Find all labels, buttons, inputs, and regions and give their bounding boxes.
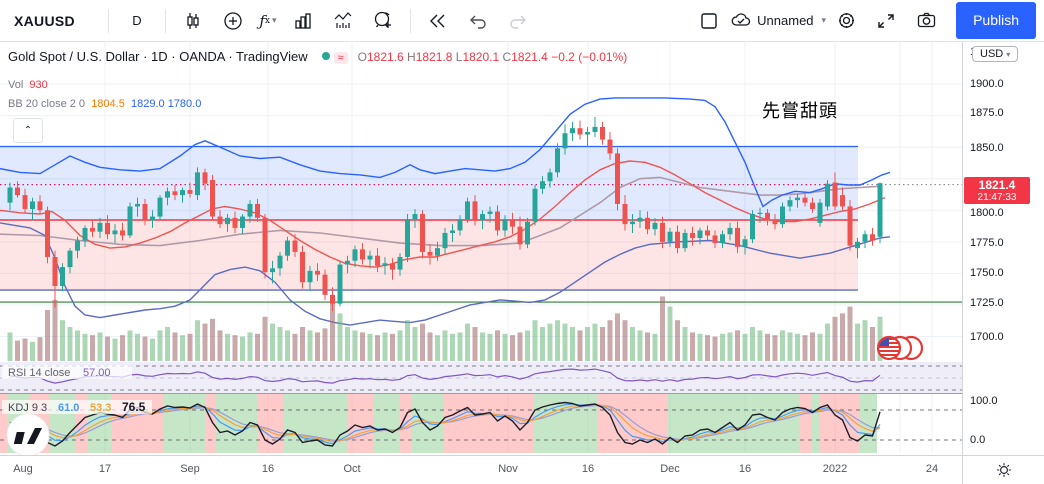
time-tick-label: 24 — [925, 463, 939, 475]
chart-title: Gold Spot / U.S. Dollar · 1D · OANDA · T… — [8, 49, 308, 64]
tradingview-logo-icon — [6, 413, 50, 455]
currency-selector[interactable]: USD ▾ — [972, 46, 1019, 62]
price-change: −0.2 (−0.01%) — [551, 50, 628, 64]
cloud-save-icon — [731, 12, 751, 26]
fullscreen-icon[interactable] — [871, 6, 901, 36]
last-price-badge: 1821.4 21:47:33 — [964, 177, 1030, 204]
approx-price-icon: ≈ — [333, 52, 348, 64]
time-tick-label: 16 — [738, 463, 752, 475]
time-tick-label: 2022 — [822, 463, 848, 475]
chevron-up-icon: ⌃ — [23, 125, 33, 136]
text-annotation[interactable]: 先嘗甜頭 — [762, 101, 838, 122]
save-layout-button[interactable]: Unnamed ▾ — [729, 6, 826, 36]
us-flag-event-icon[interactable] — [876, 335, 924, 361]
publish-button[interactable]: Publish — [956, 2, 1036, 39]
time-tick-label: Sep — [180, 463, 200, 475]
time-tick-label: Aug — [13, 463, 33, 475]
alert-icon[interactable] — [368, 6, 398, 36]
toolbar-divider — [107, 8, 109, 33]
symbol-button[interactable]: XAUUSD — [14, 12, 75, 29]
layout-select-icon[interactable] — [694, 6, 724, 36]
price-tick-label: 1750.0 — [970, 267, 1004, 279]
indicator-templates-icon[interactable] — [328, 6, 358, 36]
price-axis[interactable]: 1925.01900.01875.01850.01800.01775.01750… — [962, 40, 1044, 455]
price-tick-label: 1800.0 — [970, 207, 1004, 219]
toolbar-right-group: Unnamed ▾ Publish — [689, 2, 1044, 39]
time-axis[interactable]: Aug 17 Sep 16 Oct Nov 16 Dec 16 2022 24 — [0, 455, 1044, 484]
bb-legend[interactable]: BB 20 close 2 0 1804.5 1829.0 1780.0 — [8, 98, 202, 110]
price-tick-label: 0.0 — [970, 434, 986, 446]
chevron-down-icon: ▾ — [821, 15, 827, 25]
interval-button[interactable]: D — [132, 13, 142, 28]
svg-text:KDJ 9 3: KDJ 9 3 — [8, 402, 47, 414]
bar-replay-icon[interactable] — [423, 6, 453, 36]
time-tick-label: 17 — [98, 463, 112, 475]
svg-text:RSI 14 close: RSI 14 close — [8, 367, 70, 379]
time-tick-label: 16 — [261, 463, 275, 475]
volume-legend[interactable]: Vol 930 — [8, 79, 48, 91]
chart-legend[interactable]: Gold Spot / U.S. Dollar · 1D · OANDA · T… — [8, 49, 627, 64]
settings-gear-icon[interactable] — [831, 6, 861, 36]
fundamentals-icon[interactable] — [288, 6, 318, 36]
time-tick-label: Oct — [343, 463, 361, 475]
price-tick-label: 1725.0 — [970, 297, 1004, 309]
svg-text:53.3: 53.3 — [90, 402, 111, 414]
chevron-down-icon: ▾ — [1006, 49, 1011, 59]
main-chart[interactable]: RSI 14 close 57.00 KDJ 9 3 61.0 53.3 76.5 — [0, 40, 962, 455]
price-tick-label: 1900.0 — [970, 78, 1004, 90]
timezone-settings-icon[interactable] — [995, 461, 1013, 482]
price-tick-label: 100.0 — [970, 395, 998, 407]
ohlc-values: O1821.6 H1821.8 L1820.1 C1821.4 −0.2 (−0… — [357, 50, 628, 64]
toolbar-divider — [409, 8, 411, 33]
time-tick-label: 16 — [581, 463, 595, 475]
compare-add-icon[interactable] — [218, 6, 248, 36]
toolbar-divider — [164, 8, 166, 33]
price-tick-label: 1775.0 — [970, 237, 1004, 249]
svg-text:61.0: 61.0 — [58, 402, 79, 414]
chart-style-icon[interactable] — [178, 6, 208, 36]
svg-text:76.5: 76.5 — [122, 400, 146, 414]
time-tick-label: Dec — [660, 463, 680, 475]
undo-icon[interactable] — [463, 6, 493, 36]
redo-icon[interactable] — [503, 6, 533, 36]
chevron-down-icon: ▾ — [271, 15, 277, 25]
svg-text:57.00: 57.00 — [83, 367, 111, 379]
bar-countdown: 21:47:33 — [977, 192, 1017, 203]
time-tick-label: Nov — [498, 463, 518, 475]
price-tick-label: 1700.0 — [970, 331, 1004, 343]
market-open-dot-icon — [321, 52, 330, 60]
axis-corner-divider — [962, 456, 963, 484]
collapse-legend-button[interactable]: ⌃ — [13, 118, 43, 143]
price-tick-label: 1850.0 — [970, 142, 1004, 154]
price-tick-label: 1875.0 — [970, 107, 1004, 119]
layout-name: Unnamed — [757, 13, 814, 28]
snapshot-camera-icon[interactable] — [911, 6, 941, 36]
